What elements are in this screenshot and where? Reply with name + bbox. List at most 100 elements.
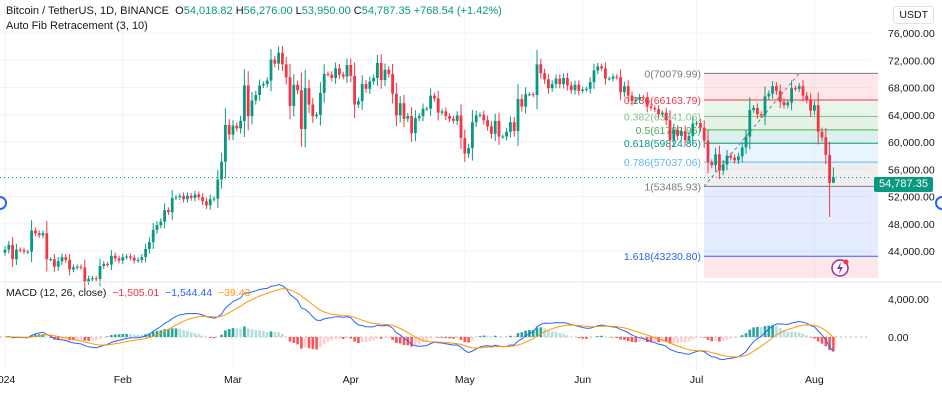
candle xyxy=(440,111,444,113)
candle xyxy=(49,259,52,261)
candle xyxy=(672,129,676,140)
lightning-icon xyxy=(831,259,849,277)
candle xyxy=(471,122,474,149)
candle xyxy=(828,154,831,183)
macd-histogram-bar xyxy=(718,337,721,342)
candle xyxy=(3,249,7,253)
candle xyxy=(18,249,22,251)
candle xyxy=(368,81,372,89)
macd-histogram-bar xyxy=(691,337,695,340)
candle xyxy=(391,73,394,94)
macd-histogram-bar xyxy=(227,329,231,337)
candle xyxy=(794,88,797,90)
candle xyxy=(364,84,368,89)
candle xyxy=(524,94,527,107)
macd-histogram-bar xyxy=(372,337,375,341)
currency-button[interactable]: USDT xyxy=(893,6,934,24)
candle xyxy=(649,106,653,108)
macd-histogram-bar xyxy=(288,337,292,342)
candle xyxy=(243,85,246,121)
candle xyxy=(539,64,543,74)
macd-histogram-bar xyxy=(683,337,687,343)
candle xyxy=(98,265,102,279)
candle xyxy=(558,78,562,85)
macd-histogram-bar xyxy=(520,332,524,337)
candle xyxy=(231,125,235,135)
candle xyxy=(235,125,239,129)
macd-histogram-bar xyxy=(490,336,493,337)
macd-histogram-bar xyxy=(832,337,835,352)
macd-histogram-bar xyxy=(824,337,828,347)
candle xyxy=(125,256,128,258)
macd-histogram-bar xyxy=(410,337,413,347)
macd-histogram-bar xyxy=(174,328,178,337)
candle xyxy=(132,257,136,261)
candle xyxy=(163,210,166,222)
macd-histogram-bar xyxy=(581,337,584,339)
fib-label: 1(53485.93) xyxy=(644,181,701,193)
macd-histogram-bar xyxy=(425,337,429,342)
time-axis-label: May xyxy=(455,374,476,386)
candle xyxy=(22,250,26,252)
macd-histogram-bar xyxy=(619,337,622,340)
candle xyxy=(212,198,216,200)
candle xyxy=(277,52,280,64)
macd-histogram-bar xyxy=(471,337,474,341)
candle xyxy=(486,120,489,127)
candle xyxy=(497,120,501,137)
candle xyxy=(319,92,322,115)
candle xyxy=(288,77,292,106)
candle xyxy=(189,195,193,198)
notification-dot xyxy=(843,259,849,265)
macd-histogram-bar xyxy=(235,328,239,337)
macd-histogram-bar xyxy=(125,333,128,337)
candle xyxy=(193,194,197,198)
fib-indicator-legend[interactable]: Auto Fib Retracement (3, 10) xyxy=(6,20,148,32)
macd-histogram-bar xyxy=(467,337,470,343)
macd-histogram-bar xyxy=(417,337,421,345)
candle xyxy=(208,199,212,206)
macd-histogram-bar xyxy=(474,337,478,338)
candle xyxy=(543,73,546,80)
macd-histogram-bar xyxy=(178,328,182,337)
candle xyxy=(809,99,812,111)
candle xyxy=(623,86,626,93)
candle xyxy=(425,108,429,110)
macd-histogram-bar xyxy=(661,337,664,342)
macd-histogram-bar xyxy=(319,337,322,348)
macd-histogram-bar xyxy=(740,335,744,337)
macd-histogram-bar xyxy=(744,333,748,337)
macd-histogram-bar xyxy=(759,327,763,337)
macd-histogram-bar xyxy=(547,330,550,337)
candle xyxy=(554,78,558,85)
macd-histogram-bar xyxy=(250,329,254,337)
candle xyxy=(626,86,630,96)
macd-histogram-bar xyxy=(657,337,660,343)
last-price-tag: 54,787.35 xyxy=(874,177,933,192)
candle xyxy=(15,249,18,260)
macd-histogram-bar xyxy=(391,337,394,340)
macd-histogram-bar xyxy=(797,332,801,337)
macd-histogram-bar xyxy=(140,334,144,337)
macd-histogram-bar xyxy=(148,333,151,337)
macd-histogram-bar xyxy=(106,336,109,337)
candle xyxy=(657,109,660,115)
macd-histogram-bar xyxy=(49,337,52,339)
macd-legend[interactable]: MACD (12, 26, close) −1,505.01 −1,544.44… xyxy=(6,287,250,299)
candle xyxy=(448,116,451,119)
candle xyxy=(239,120,242,129)
macd-histogram-bar xyxy=(414,337,417,346)
candle xyxy=(733,157,736,161)
candle xyxy=(201,197,204,202)
candle xyxy=(832,177,835,183)
candle xyxy=(273,59,277,64)
price-axis-label: 60,000.00 xyxy=(888,137,935,149)
macd-histogram-bar xyxy=(478,336,482,337)
macd-histogram-bar xyxy=(189,332,193,337)
candle xyxy=(813,105,816,111)
candle xyxy=(269,59,273,81)
macd-histogram-bar xyxy=(577,337,581,339)
fib-label: 0.618(59824.86) xyxy=(624,138,701,150)
macd-histogram-bar xyxy=(436,337,440,338)
